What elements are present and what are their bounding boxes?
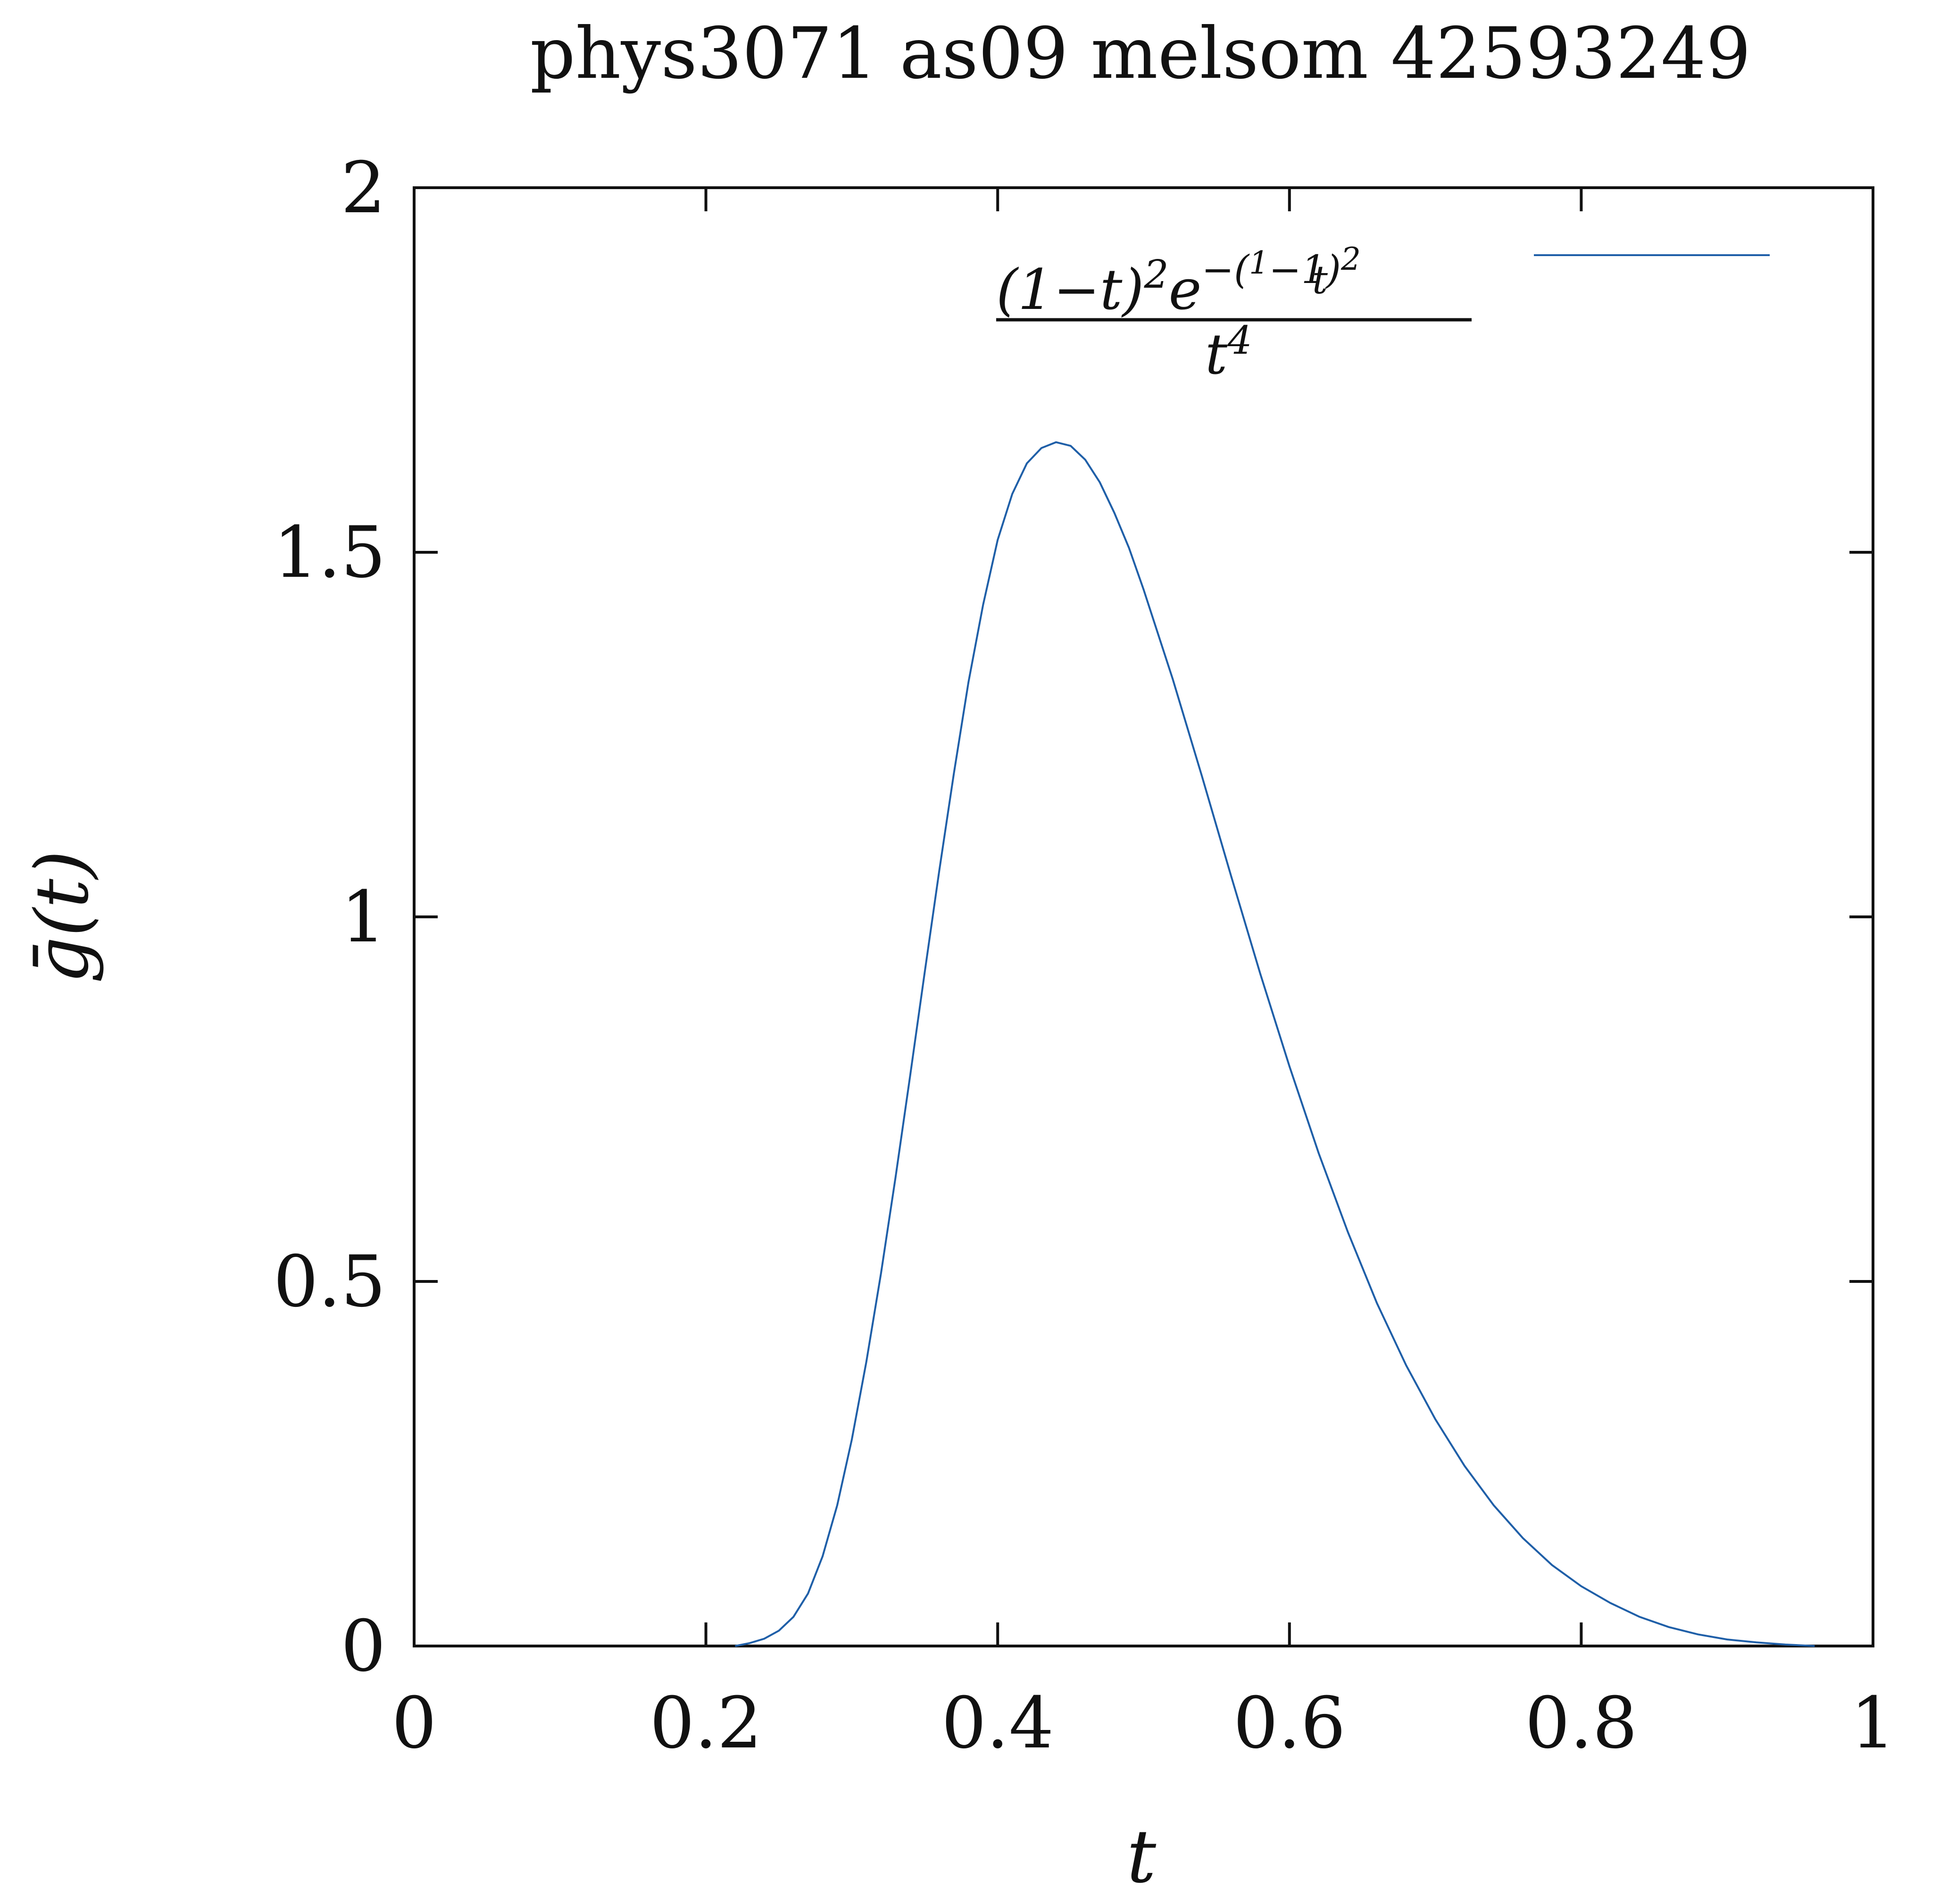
x-tick-label: 1 (1850, 1682, 1895, 1764)
x-axis-label: t (1127, 1814, 1157, 1899)
chart-title: phys3071 as09 melsom 42593249 (530, 13, 1751, 95)
y-axis-label: ḡ(t) (19, 850, 105, 983)
y-tick-label: 1 (341, 876, 386, 958)
y-tick-label: 0.5 (273, 1241, 386, 1323)
legend-inner-t: t (1312, 258, 1328, 303)
plot-frame (413, 186, 1874, 1647)
tick-labels: 0 0.2 0.4 0.6 0.8 1 0 0.5 1 1.5 2 (273, 147, 1895, 1764)
x-tick-label: 0 (391, 1682, 436, 1764)
y-tick-label: 1.5 (273, 512, 386, 594)
series-line (735, 441, 1815, 1647)
x-tick-label: 0.2 (649, 1682, 762, 1764)
x-tick-label: 0.6 (1233, 1682, 1346, 1764)
x-tick-label: 0.4 (941, 1682, 1054, 1764)
y-tick-label: 0 (341, 1605, 386, 1688)
x-tick-label: 0.8 (1525, 1682, 1638, 1764)
y-tick-label: 2 (341, 147, 386, 229)
